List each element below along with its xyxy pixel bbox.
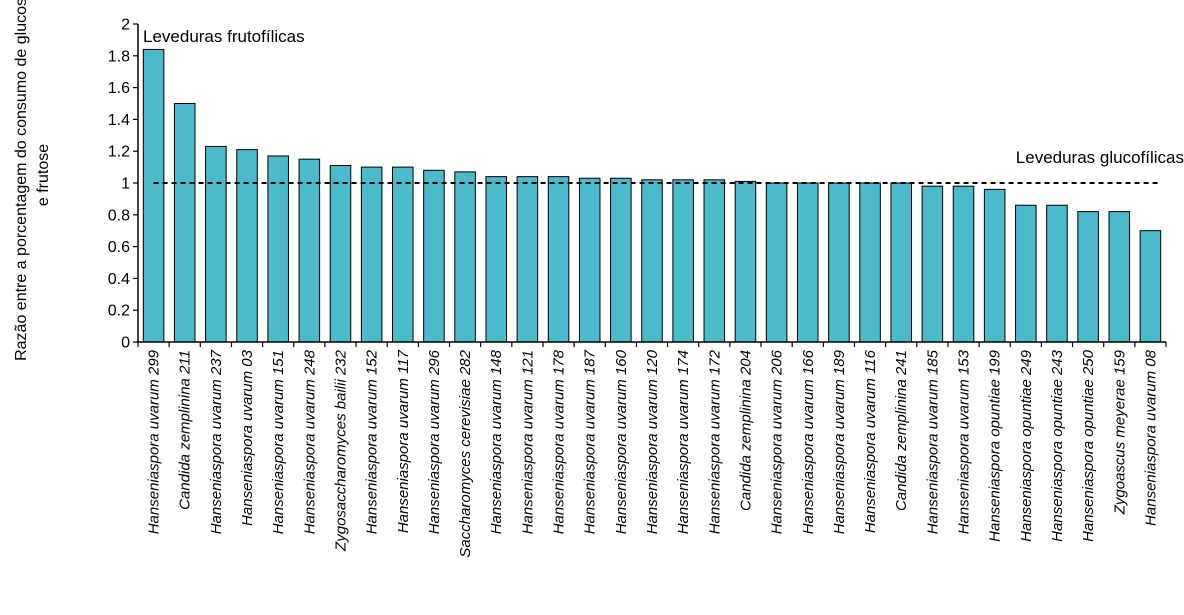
x-category-label: Hanseniaspora uvarum 166 bbox=[800, 349, 817, 534]
bar-13 bbox=[516, 176, 539, 343]
x-category-label: Hanseniaspora uvarum 206 bbox=[769, 349, 786, 534]
x-category-label: Hanseniaspora opuntiae 243 bbox=[1049, 349, 1066, 541]
x-category-label: Candida zemplinina 211 bbox=[177, 350, 194, 510]
bar-4 bbox=[236, 149, 258, 343]
x-category-label: Hanseniaspora uvarum 185 bbox=[924, 349, 941, 534]
x-category-label: Zygoascus meyerae 159 bbox=[1111, 349, 1128, 515]
bar-15 bbox=[578, 177, 601, 343]
x-labels-group: Hanseniaspora uvarum 299 Candida zemplini… bbox=[137, 342, 1167, 558]
x-category-label: Candida zemplinina 241 bbox=[893, 350, 910, 511]
y-tick-label: 1.6 bbox=[108, 80, 130, 97]
bar-27 bbox=[952, 185, 975, 343]
y-tick-label: 0.8 bbox=[108, 207, 130, 224]
bar-17 bbox=[641, 179, 663, 343]
x-category-label: Hanseniaspora uvarum 153 bbox=[956, 349, 973, 534]
x-category-label: Hanseniaspora uvarum 237 bbox=[208, 349, 225, 534]
x-category-label: Hanseniaspora uvarum 189 bbox=[831, 349, 848, 534]
x-category-label: Saccharomyces cerevisiae 282 bbox=[457, 349, 474, 557]
x-category-label: Hanseniaspora uvarum 151 bbox=[270, 350, 287, 534]
x-category-label: Hanseniaspora uvarum 08 bbox=[1142, 349, 1159, 526]
bar-24 bbox=[859, 182, 881, 343]
bar-19 bbox=[703, 179, 726, 343]
y-axis-title-line2: e frutose bbox=[35, 144, 52, 206]
x-category-label: Hanseniaspora uvarum 296 bbox=[426, 349, 443, 534]
bar-31 bbox=[1077, 211, 1099, 343]
bar-11 bbox=[454, 171, 476, 343]
x-category-label: Hanseniaspora uvarum 116 bbox=[862, 349, 879, 533]
bar-32 bbox=[1108, 211, 1131, 343]
y-tick-label: 1.4 bbox=[108, 112, 130, 129]
x-category-label: Hanseniaspora uvarum 187 bbox=[582, 349, 599, 534]
x-category-label: Zygosaccharomyces bailii 232 bbox=[332, 349, 349, 552]
bar-22 bbox=[796, 182, 819, 343]
bar-16 bbox=[610, 177, 632, 343]
x-category-label: Hanseniaspora opuntiae 250 bbox=[1080, 349, 1097, 541]
bar-3 bbox=[205, 145, 227, 343]
x-category-label: Hanseniaspora uvarum 248 bbox=[301, 349, 318, 534]
annotations-group: Leveduras frutofílicas Leveduras glucofíl… bbox=[143, 27, 1184, 167]
bar-20 bbox=[734, 180, 757, 343]
y-tick-label: 0.4 bbox=[108, 271, 130, 288]
x-category-label: Hanseniaspora opuntiae 249 bbox=[1018, 349, 1035, 541]
bar-10 bbox=[423, 169, 445, 343]
y-tick-label: 0.2 bbox=[108, 303, 130, 320]
bar-2 bbox=[173, 103, 196, 343]
y-tick-label: 1.8 bbox=[108, 48, 130, 65]
bar-33 bbox=[1139, 230, 1162, 343]
x-category-label: Hanseniaspora opuntiae 199 bbox=[987, 349, 1004, 541]
bar-30 bbox=[1046, 204, 1068, 343]
bars-group bbox=[142, 48, 1162, 343]
annotation-glucofilicas: Leveduras glucofílicas bbox=[1016, 148, 1184, 167]
bar-25 bbox=[890, 182, 912, 343]
bar-7 bbox=[329, 165, 352, 343]
x-category-label: Hanseniaspora uvarum 03 bbox=[239, 349, 256, 526]
bar-18 bbox=[672, 179, 694, 343]
x-category-label: Hanseniaspora uvarum 174 bbox=[675, 350, 692, 534]
y-tick-label: 2 bbox=[121, 17, 130, 34]
y-tick-label: 0 bbox=[121, 335, 130, 352]
y-tick-label: 1.2 bbox=[108, 144, 130, 161]
y-axis-title: Razão entre a porcentagem do consumo de … bbox=[13, 0, 52, 361]
bar-14 bbox=[547, 176, 570, 343]
y-axis-title-line1: Razão entre a porcentagem do consumo de … bbox=[13, 0, 30, 361]
bar-21 bbox=[765, 182, 788, 343]
bar-28 bbox=[983, 188, 1006, 343]
bar-8 bbox=[360, 166, 383, 343]
bar-1 bbox=[142, 48, 165, 343]
x-category-label: Hanseniaspora uvarum 148 bbox=[488, 349, 505, 534]
x-category-label: Hanseniaspora uvarum 299 bbox=[146, 349, 163, 534]
y-tick-label: 0.6 bbox=[108, 239, 130, 256]
x-category-label: Hanseniaspora uvarum 117 bbox=[395, 349, 412, 533]
x-category-label: Hanseniaspora uvarum 121 bbox=[519, 350, 536, 534]
bar-9 bbox=[392, 166, 414, 343]
bar-26 bbox=[921, 185, 944, 343]
x-category-label: Hanseniaspora uvarum 152 bbox=[364, 349, 381, 534]
bar-12 bbox=[485, 176, 508, 343]
x-category-label: Hanseniaspora uvarum 120 bbox=[644, 349, 661, 534]
y-tick-label: 1 bbox=[121, 176, 130, 193]
bar-29 bbox=[1015, 204, 1037, 343]
bar-6 bbox=[298, 158, 321, 343]
annotation-frutofilicas: Leveduras frutofílicas bbox=[143, 27, 305, 46]
bar-23 bbox=[828, 182, 850, 343]
x-category-label: Hanseniaspora uvarum 160 bbox=[613, 349, 630, 534]
y-ticks-group: 0 0.2 0.4 0.6 0.8 1 1.2 1.4 1.6 1.8 2 bbox=[108, 17, 138, 352]
x-category-label: Candida zemplinina 204 bbox=[737, 350, 754, 511]
x-category-label: Hanseniaspora uvarum 172 bbox=[706, 349, 723, 534]
x-category-label: Hanseniaspora uvarum 178 bbox=[551, 349, 568, 534]
